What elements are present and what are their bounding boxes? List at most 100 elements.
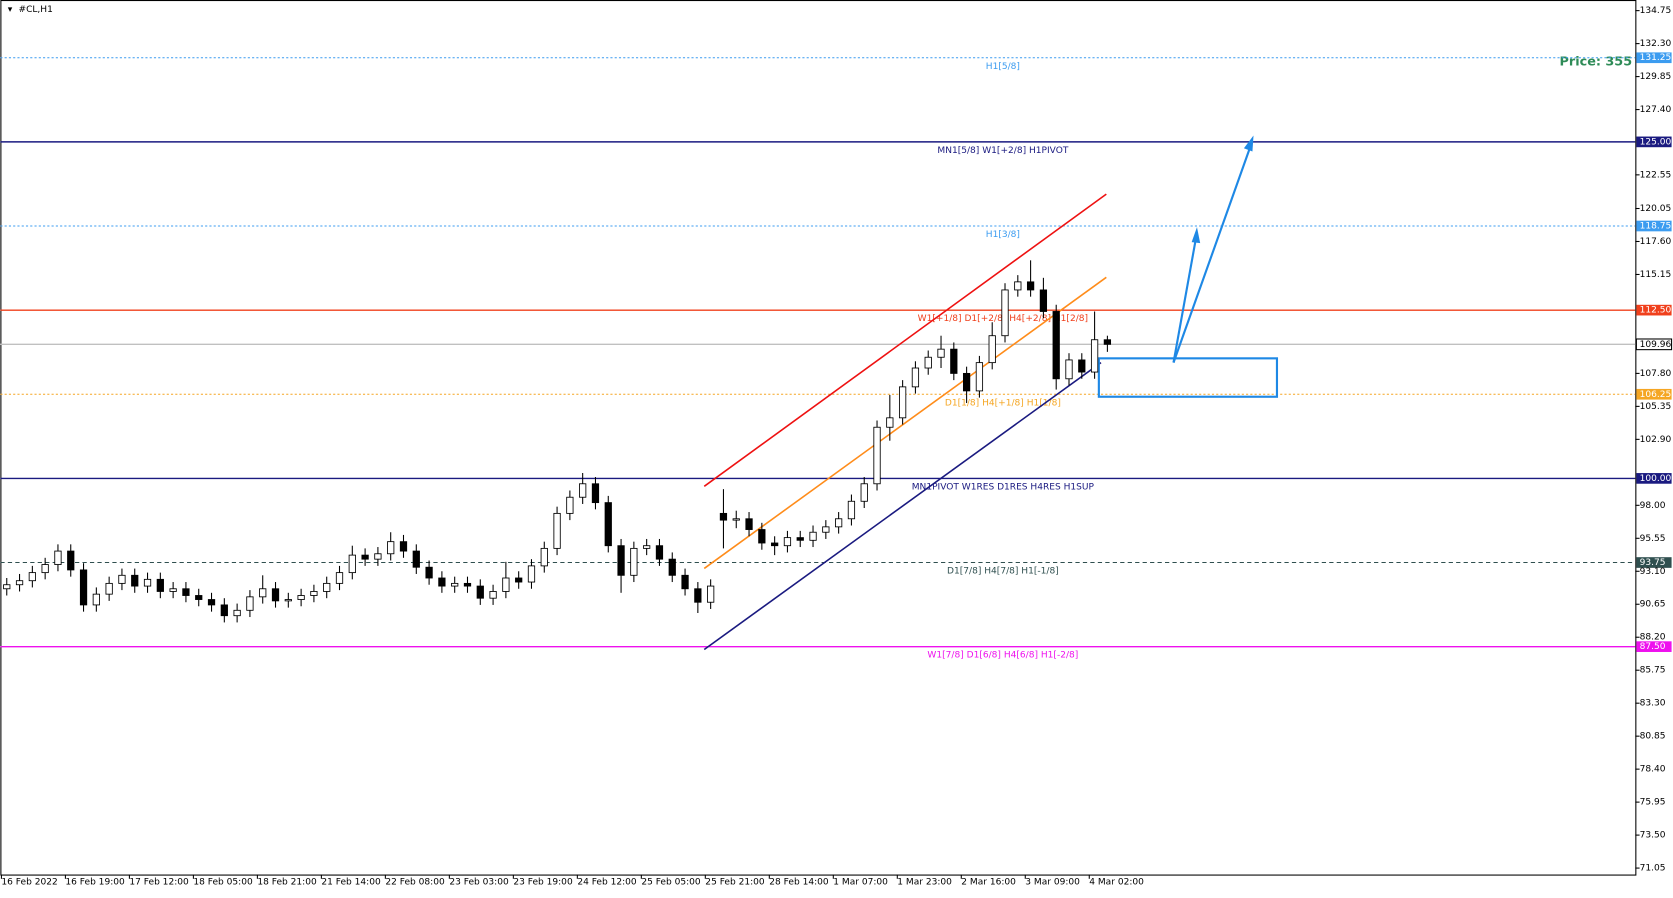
x-tick-label: 3 Mar 09:00 — [1025, 878, 1080, 888]
candle-body — [361, 554, 369, 560]
x-tick-label: 2 Mar 16:00 — [961, 878, 1016, 888]
candle-body — [67, 550, 75, 571]
price-tag-label: 109.96 — [1640, 340, 1672, 350]
candle-body — [809, 531, 817, 541]
arrow — [1172, 140, 1254, 363]
candle-body — [975, 362, 984, 392]
price-tag — [1635, 338, 1673, 351]
price-tag-label: 112.50 — [1640, 306, 1672, 316]
menu-arrow[interactable]: ▾ — [8, 5, 13, 15]
y-tick-label: 78.40 — [1640, 765, 1666, 775]
arrow-head — [1191, 227, 1201, 244]
candle-body — [438, 577, 446, 587]
candle-body — [412, 550, 420, 568]
x-tick-label: 16 Feb 19:00 — [65, 878, 125, 888]
candle-body — [105, 582, 113, 595]
price-tag-label: 87.50 — [1640, 642, 1666, 652]
price-annotation: Price: 355 — [1560, 54, 1633, 69]
candle-body — [1014, 281, 1022, 291]
plot-frame — [0, 0, 1637, 876]
x-tick-label: 18 Feb 21:00 — [257, 878, 317, 888]
candle-body — [758, 529, 766, 544]
candle-body — [28, 572, 36, 582]
level-label: D1[1/8] H4[+1/8] H1[1/8] — [945, 398, 1061, 408]
candle-body — [553, 512, 561, 549]
x-tick-label: 24 Feb 12:00 — [577, 878, 637, 888]
price-tag — [1636, 304, 1672, 316]
candle-body — [374, 553, 382, 560]
y-tick-label: 102.90 — [1640, 435, 1672, 445]
candle-body — [1039, 289, 1048, 312]
candle-body — [860, 483, 868, 502]
candle-body — [92, 593, 100, 606]
candle-body — [898, 386, 907, 419]
x-tick-label: 25 Feb 05:00 — [641, 878, 701, 888]
candle-body — [143, 578, 152, 587]
candle-body — [681, 574, 689, 590]
price-tag — [1636, 388, 1672, 400]
candle-body — [310, 591, 318, 596]
price-tag-label: 125.00 — [1640, 137, 1672, 147]
candle-body — [835, 518, 843, 528]
candle-body — [476, 585, 484, 599]
candle-body — [745, 518, 753, 530]
candle-body — [1065, 359, 1073, 380]
candle-body — [207, 599, 216, 606]
candle-body — [233, 609, 241, 617]
x-tick-label: 18 Feb 05:00 — [193, 878, 253, 888]
candle-body — [566, 496, 574, 514]
drawings — [703, 135, 1279, 651]
candle-body — [771, 542, 779, 547]
candle-body — [1001, 289, 1009, 337]
y-tick-label: 75.95 — [1640, 798, 1666, 808]
candle-body — [643, 545, 651, 549]
y-tick-label: 107.80 — [1640, 369, 1672, 379]
candle-body — [937, 348, 945, 358]
candle-body — [54, 550, 62, 565]
x-tick-label: 22 Feb 08:00 — [385, 878, 445, 888]
price-tag — [1636, 136, 1672, 148]
candle-body — [886, 417, 894, 428]
price-tag — [1636, 641, 1672, 652]
candle-body — [246, 596, 254, 611]
x-tick-label: 1 Mar 07:00 — [833, 878, 888, 888]
candle-body — [822, 526, 830, 533]
y-tick-label: 120.05 — [1640, 204, 1672, 214]
level-label: W1[7/8] D1[6/8] H4[6/8] H1[-2/8] — [927, 651, 1078, 661]
level-label: H1[3/8] — [986, 230, 1020, 240]
y-tick-label: 95.55 — [1640, 534, 1666, 544]
candle-body — [3, 584, 11, 590]
candle-body — [527, 565, 536, 583]
price-tag — [1636, 473, 1672, 484]
x-tick-label: 23 Feb 19:00 — [513, 878, 573, 888]
y-tick-label: 105.35 — [1640, 402, 1672, 412]
candle-body — [617, 545, 625, 576]
price-tag — [1636, 220, 1672, 232]
candle-body — [962, 372, 971, 392]
candle-body — [41, 564, 49, 574]
x-tick-label: 16 Feb 2022 — [1, 878, 57, 888]
candle-body — [1103, 339, 1112, 345]
candle-body — [463, 582, 472, 587]
x-tick-label: 1 Mar 23:00 — [897, 878, 952, 888]
candle-body — [796, 537, 804, 541]
candle-body — [220, 604, 228, 617]
y-tick-label: 115.15 — [1640, 270, 1672, 280]
channel-bottom — [703, 361, 1102, 651]
candle-body — [1078, 359, 1086, 373]
candle-body — [259, 588, 267, 598]
x-tick-label: 17 Feb 12:00 — [129, 878, 189, 888]
candle-body — [502, 577, 510, 592]
y-tick-label: 71.05 — [1640, 864, 1666, 874]
level-label: MN1PIVOT W1RES D1RES H4RES H1SUP — [912, 482, 1095, 492]
y-tick-label: 134.75 — [1640, 6, 1672, 16]
candle-body — [873, 426, 881, 485]
price-tag-label: 100.00 — [1640, 474, 1672, 484]
y-tick-label: 122.55 — [1640, 170, 1672, 180]
candle-body — [387, 541, 395, 555]
candle-body — [131, 574, 139, 587]
candle-body — [169, 588, 177, 592]
candle-body — [847, 500, 856, 520]
candle-body — [195, 595, 203, 600]
